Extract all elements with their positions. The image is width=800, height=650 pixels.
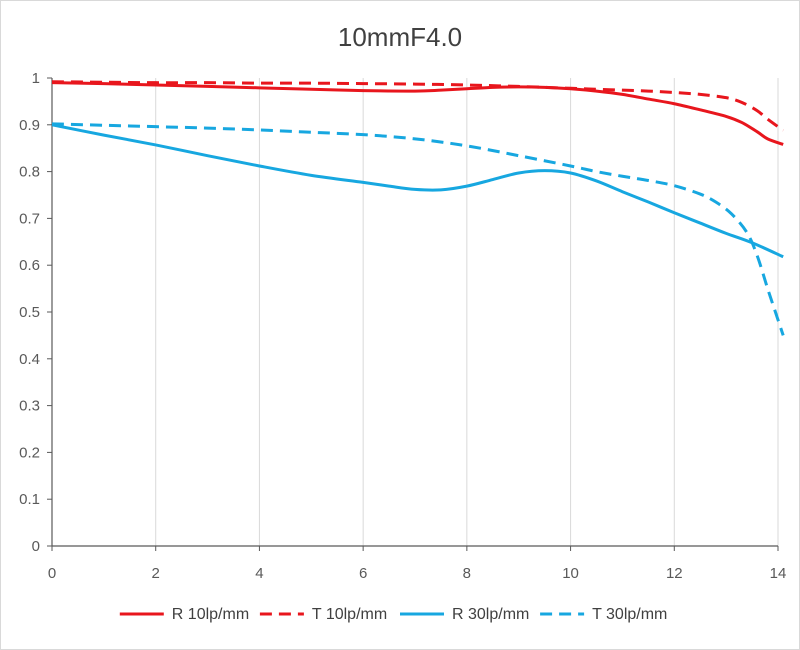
x-tick-label: 8	[463, 565, 471, 582]
series-line-t-30lp-mm	[51, 122, 785, 336]
y-tick-label: 0.3	[19, 398, 40, 415]
y-tick-label: 0.9	[19, 117, 40, 134]
legend-label: R 30lp/mm	[452, 606, 529, 623]
y-tick-label: 0.7	[19, 210, 40, 227]
y-tick-label: 0.8	[19, 164, 40, 181]
series-line-r-30lp-mm	[51, 123, 784, 259]
y-tick-label: 0	[32, 538, 40, 555]
y-tick-label: 0.5	[19, 304, 40, 321]
series-layer	[51, 80, 785, 336]
x-tick-label: 0	[48, 565, 56, 582]
series-line-t-10lp-mm	[51, 80, 785, 132]
chart-title: 10mmF4.0	[338, 22, 462, 52]
axis-layer: 00.10.20.30.40.50.60.70.80.910 2 4 6 8 10 12 14	[19, 70, 786, 582]
y-tick-label: 0.1	[19, 491, 40, 508]
x-tick-label: 14	[770, 565, 787, 582]
legend: R 10lp/mm T 10lp/mm R 30lp/mm T 30lp/mm	[119, 606, 667, 623]
y-tick-label: 0.4	[19, 351, 40, 368]
legend-item-r-30lp-mm: R 30lp/mm	[400, 606, 529, 623]
x-tick-label: 4	[255, 565, 263, 582]
series-line-r-10lp-mm	[51, 81, 784, 146]
grid-layer	[155, 78, 779, 546]
legend-item-t-10lp-mm: T 10lp/mm	[259, 606, 387, 623]
legend-label: T 10lp/mm	[312, 606, 387, 623]
x-tick-label: 12	[666, 565, 683, 582]
y-tick-label: 0.6	[19, 257, 40, 274]
x-tick-label: 10	[562, 565, 579, 582]
x-tick-label: 6	[359, 565, 367, 582]
y-tick-label: 0.2	[19, 444, 40, 461]
legend-item-r-10lp-mm: R 10lp/mm	[119, 606, 249, 623]
legend-label: R 10lp/mm	[172, 606, 249, 623]
legend-item-t-30lp-mm: T 30lp/mm	[540, 606, 667, 623]
y-tick-label: 1	[32, 70, 40, 87]
x-tick-label: 2	[152, 565, 160, 582]
legend-label: T 30lp/mm	[592, 606, 667, 623]
